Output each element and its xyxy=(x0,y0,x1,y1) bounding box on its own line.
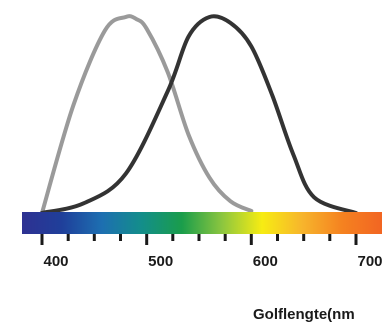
tick-label-700: 700 xyxy=(357,253,382,270)
tick-marks xyxy=(42,234,356,245)
sensitivity-curve-2 xyxy=(42,16,356,213)
curves-layer xyxy=(42,16,356,213)
x-axis-label: Golflengte(nm xyxy=(253,306,355,323)
tick-label-600: 600 xyxy=(253,253,278,270)
spectrum-bar xyxy=(22,212,382,234)
sensitivity-curve-1 xyxy=(42,16,251,213)
tick-label-400: 400 xyxy=(43,253,68,270)
tick-labels: 400 500 600 700 xyxy=(43,253,382,270)
tick-label-500: 500 xyxy=(148,253,173,270)
